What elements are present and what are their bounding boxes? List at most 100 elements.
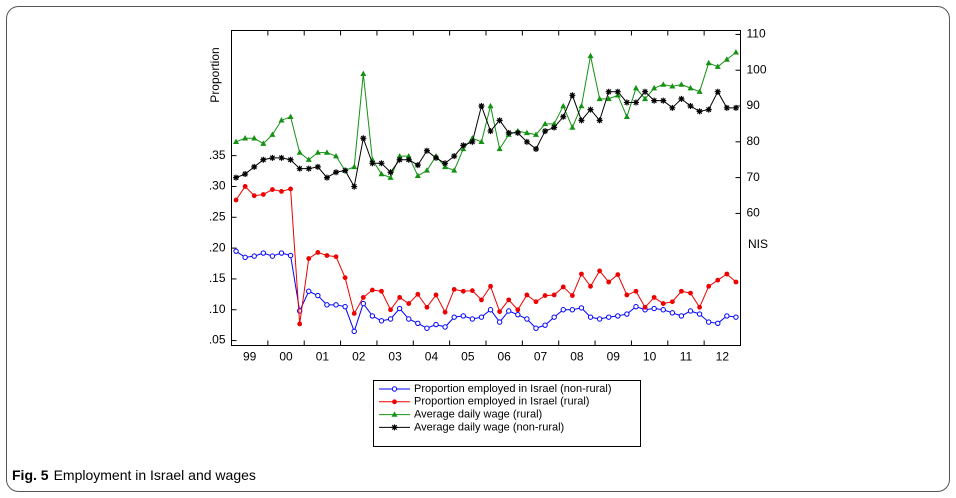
marker — [588, 283, 593, 289]
marker — [642, 88, 649, 95]
marker — [496, 117, 503, 124]
marker — [442, 309, 448, 315]
marker — [405, 152, 412, 159]
marker — [633, 288, 639, 294]
marker — [678, 81, 685, 87]
marker — [542, 293, 548, 298]
marker — [560, 113, 567, 120]
marker — [388, 307, 393, 313]
marker — [705, 319, 712, 325]
marker — [624, 311, 630, 317]
marker — [324, 302, 330, 308]
marker — [323, 149, 330, 155]
marker — [560, 284, 566, 290]
marker — [414, 162, 421, 169]
marker — [433, 154, 440, 161]
marker — [424, 325, 430, 331]
marker — [587, 106, 594, 113]
marker — [333, 254, 339, 260]
marker — [405, 156, 412, 163]
marker — [397, 295, 403, 300]
x-tick-label: 09 — [607, 350, 621, 364]
marker — [406, 301, 412, 306]
marker — [423, 147, 430, 154]
legend-marker — [392, 399, 397, 405]
marker — [233, 197, 239, 203]
marker — [669, 299, 675, 305]
marker — [378, 318, 385, 324]
marker — [288, 186, 293, 192]
marker — [696, 88, 703, 94]
marker — [487, 128, 494, 135]
marker — [687, 103, 694, 110]
marker — [632, 84, 639, 91]
marker — [551, 124, 558, 131]
marker — [451, 167, 458, 173]
marker — [633, 303, 639, 310]
marker — [260, 192, 266, 197]
marker — [651, 84, 658, 91]
marker — [569, 307, 576, 313]
marker — [632, 99, 639, 106]
legend-box — [373, 380, 641, 447]
x-tick-label: 00 — [279, 350, 293, 364]
caption-label: Fig. 5 — [12, 467, 49, 483]
marker — [505, 129, 512, 136]
marker — [714, 63, 721, 69]
marker — [415, 291, 421, 297]
marker — [524, 316, 530, 322]
marker — [233, 174, 240, 181]
marker — [560, 307, 566, 313]
marker — [287, 113, 294, 119]
marker — [279, 188, 284, 194]
marker — [251, 163, 258, 170]
marker — [515, 307, 521, 313]
marker — [488, 283, 493, 289]
x-tick-label: 03 — [388, 350, 402, 364]
marker — [660, 307, 666, 313]
marker — [569, 92, 576, 99]
marker — [260, 156, 267, 163]
legend-label: Average daily wage (non-rural) — [414, 421, 564, 433]
marker — [278, 154, 285, 161]
marker — [469, 316, 476, 322]
marker — [242, 135, 249, 141]
marker — [269, 253, 276, 259]
marker — [369, 287, 375, 293]
marker — [688, 290, 693, 296]
marker — [678, 313, 685, 319]
marker — [532, 145, 539, 152]
x-tick-label: 01 — [316, 350, 330, 364]
legend-marker — [391, 386, 398, 392]
marker — [442, 324, 448, 330]
marker — [487, 102, 494, 109]
marker — [369, 160, 376, 167]
marker — [596, 117, 603, 124]
marker — [660, 81, 667, 87]
marker — [587, 52, 594, 59]
marker — [387, 174, 394, 180]
marker — [469, 288, 475, 294]
marker — [542, 120, 549, 127]
marker — [724, 313, 730, 319]
marker — [306, 256, 312, 261]
series: Proportion employed in Israel (non-rural… — [233, 248, 739, 395]
marker — [342, 275, 348, 281]
marker — [451, 153, 458, 160]
marker — [578, 102, 585, 109]
x-tick-label: 12 — [716, 350, 730, 364]
x-tick-label: 06 — [497, 350, 511, 364]
marker — [623, 99, 630, 106]
x-tick-label: 11 — [680, 350, 693, 364]
x-tick-label: 02 — [352, 350, 366, 364]
marker — [596, 95, 603, 102]
marker — [478, 138, 485, 145]
y-axis-label: Proportion — [208, 47, 222, 102]
caption-text: Employment in Israel and wages — [54, 467, 256, 483]
y-tick-label: .20 — [209, 240, 226, 254]
legend-marker — [391, 424, 398, 431]
y2-tick-label: 100 — [747, 62, 767, 76]
marker — [360, 295, 366, 300]
marker — [705, 106, 712, 113]
marker — [378, 160, 385, 167]
